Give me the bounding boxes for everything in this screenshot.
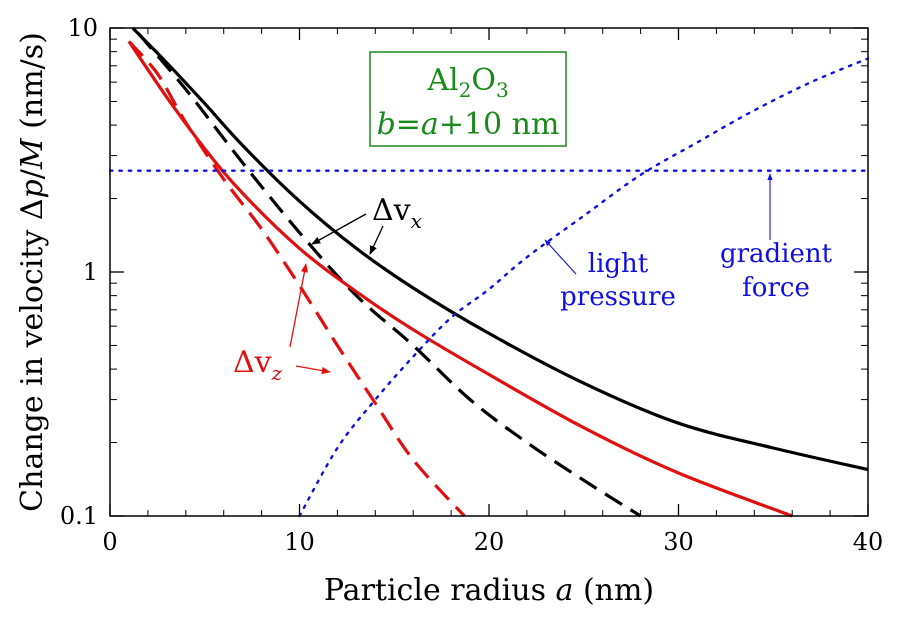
- gradient-force-annotation: gradient force: [720, 173, 833, 303]
- light-pressure-annotation: light pressure: [544, 239, 676, 312]
- y-axis-label: Change in velocity Δp/M (nm/s): [15, 32, 50, 512]
- dvx-arrow-dashed: [311, 213, 367, 245]
- y-tick-label: 1: [83, 258, 98, 286]
- light-pressure-arrow: [544, 239, 577, 275]
- dvz-arrow-solid: [289, 263, 309, 348]
- x-tick-label: 30: [663, 528, 694, 556]
- x-tick-label: 10: [284, 528, 315, 556]
- material-formula: Al2O3: [426, 63, 508, 102]
- dvx-annotation: Δvx: [311, 193, 422, 255]
- dvz-arrow-dashed: [295, 365, 331, 375]
- series-layer: [108, 26, 870, 518]
- dvz-annotation: Δvz: [233, 263, 331, 385]
- x-tick-label: 0: [102, 528, 117, 556]
- dvx-label: Δvx: [372, 193, 422, 233]
- gradient-force-line2: force: [742, 273, 810, 303]
- x-tick-label: 20: [474, 528, 505, 556]
- y-tick-label: 10: [67, 14, 98, 42]
- dvz-label: Δvz: [233, 345, 283, 385]
- series-vz_dashed: [127, 40, 466, 518]
- material-box-frame: [369, 51, 567, 147]
- material-box: Al2O3 b=a+10 nm: [369, 51, 567, 147]
- dvx-arrow-solid: [369, 225, 384, 255]
- y-tick-label: 0.1: [60, 502, 98, 530]
- tick-layer: 0 10 20 30 40 0.1 1 10: [60, 14, 883, 556]
- series-vx_dashed: [137, 32, 642, 518]
- gradient-force-line1: gradient: [720, 239, 833, 269]
- light-pressure-line1: light: [588, 249, 649, 279]
- series-vx_solid: [131, 26, 869, 472]
- shell-thickness-formula: b=a+10 nm: [377, 107, 560, 142]
- x-tick-label: 40: [853, 528, 884, 556]
- light-pressure-line2: pressure: [560, 282, 676, 312]
- x-axis-label: Particle radius a (nm): [324, 573, 654, 608]
